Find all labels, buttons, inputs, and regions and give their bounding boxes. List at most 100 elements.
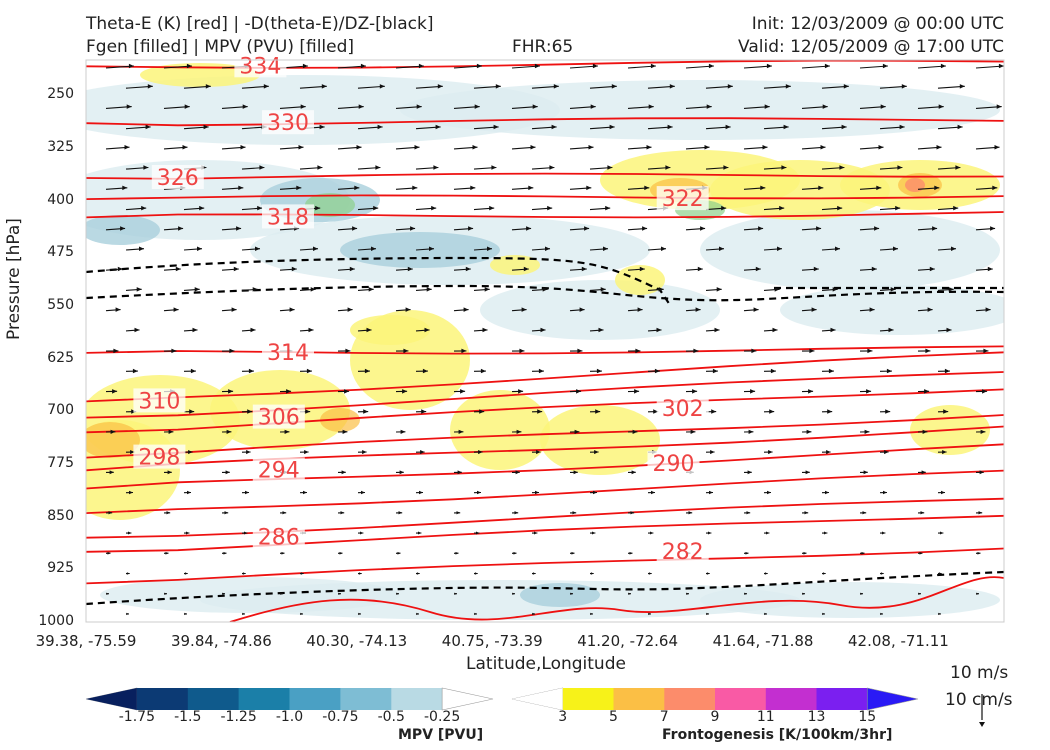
wind-vector-head: [536, 450, 541, 455]
theta-e-label: 282: [662, 540, 704, 565]
wind-vector-head: [228, 389, 234, 394]
wind-vector-head: [171, 348, 177, 354]
wind-vector-head: [455, 551, 459, 555]
wind-vector-head: [132, 368, 138, 374]
wind-vector-head: [992, 185, 998, 191]
wind-vector-head: [106, 592, 109, 595]
wind-vector-head: [899, 124, 905, 130]
theta-e-label: 318: [267, 205, 309, 230]
wind-vector-head: [804, 511, 809, 515]
wind-vector-head: [476, 63, 482, 69]
wind-vector-head: [860, 592, 863, 595]
wind-vector-head: [588, 145, 594, 150]
wind-vector-head: [477, 490, 481, 495]
wind-vector-head: [824, 63, 830, 69]
wind-vector-head: [882, 63, 888, 69]
wind-vector-head: [535, 490, 539, 495]
valid-time: Valid: 12/05/2009 @ 17:00 UTC: [738, 37, 1004, 57]
wind-vector-head: [281, 551, 285, 555]
wind-vector-head: [236, 226, 242, 231]
wind-vector-head: [203, 124, 209, 130]
wind-vector-head: [184, 104, 190, 109]
wind-vector-head: [487, 246, 492, 251]
wind-vector-head: [805, 470, 810, 475]
wind-vector-head: [808, 389, 814, 394]
wind-vector-head: [878, 145, 884, 150]
theta-e-contour: [86, 371, 1004, 419]
wind-vector-head: [629, 551, 633, 555]
wind-vector-head: [725, 124, 731, 130]
wind-vector-head: [932, 226, 938, 231]
quiver-key-horizontal: 10 m/s: [950, 663, 1009, 683]
wind-vector-head: [809, 348, 815, 354]
wind-vector-head: [611, 84, 617, 89]
wind-vector-head: [880, 104, 886, 109]
wind-vector-head: [818, 185, 824, 191]
wind-vector-head: [596, 368, 602, 374]
theta-e-label: 314: [267, 341, 309, 366]
theta-e-contour: [86, 345, 1004, 355]
wind-vector-head: [431, 205, 437, 211]
theta-e-contour: [86, 425, 1004, 472]
theta-e-contour: [86, 388, 1004, 434]
wind-vector-head: [310, 287, 316, 292]
wind-vector-head: [257, 205, 263, 211]
wind-vector-head: [366, 327, 372, 333]
wind-vector-head: [764, 572, 768, 575]
fgen-shade: [305, 193, 355, 217]
wind-vector-head: [895, 205, 901, 211]
wind-vector-head: [772, 327, 778, 333]
wind-vector-head: [762, 145, 768, 150]
wind-vector-head: [361, 490, 365, 495]
fgen-shade: [350, 315, 430, 345]
wind-vector-head: [710, 450, 715, 455]
wind-vector-head: [882, 531, 886, 535]
wind-vector-head: [594, 450, 599, 455]
theta-e-label-bg: [252, 404, 305, 429]
wind-vector-head: [530, 145, 536, 150]
wind-vector-head: [690, 429, 696, 434]
wind-vector-head: [371, 246, 376, 251]
quiver-key-arrow: [979, 694, 985, 727]
wind-vector-head: [648, 612, 651, 616]
wind-vector-head: [770, 368, 776, 374]
wind-vector-head: [368, 287, 374, 292]
wind-vector-head: [226, 429, 232, 434]
wind-vector-head: [454, 592, 457, 595]
wind-vector-head: [344, 389, 350, 394]
wind-vector-head: [901, 84, 907, 89]
wind-vector-head: [940, 63, 946, 69]
wind-vector-head: [927, 307, 933, 312]
wind-vector-head: [349, 266, 355, 272]
wind-vector-head: [884, 450, 889, 455]
wind-vector-head: [941, 490, 945, 495]
wind-vector-head: [929, 266, 935, 272]
wind-vector-head: [706, 612, 709, 616]
wind-vector-head: [358, 612, 361, 616]
wind-vector-head: [648, 104, 654, 109]
wind-vector-head: [286, 389, 292, 394]
wind-vector-head: [802, 592, 805, 595]
wind-vector-head: [547, 205, 553, 211]
wind-vector-head: [880, 612, 883, 616]
quiver-key-vertical: 10 cm/s: [945, 690, 1013, 710]
wind-vector-head: [574, 429, 580, 434]
wind-vector-head: [953, 205, 959, 211]
wind-vector-head: [708, 63, 714, 69]
wind-vector-head: [553, 84, 559, 89]
wind-vector-head: [526, 226, 532, 231]
wind-vector-head: [549, 165, 555, 170]
wind-vector-head: [356, 145, 362, 150]
wind-vector-head: [134, 327, 140, 333]
mpv-colorbar-cell: [340, 688, 392, 710]
wind-vector-head: [982, 389, 988, 394]
wind-vector-head: [199, 205, 205, 211]
wind-vector-head: [719, 246, 724, 251]
fgen-colorbar-label: Frontogenesis [K/100km/3hr]: [662, 727, 893, 743]
wind-vector-head: [938, 612, 941, 616]
wind-vector-head: [225, 470, 230, 475]
wind-vector-head: [465, 266, 471, 272]
wind-vector-head: [117, 266, 123, 272]
wind-vector-head: [124, 145, 130, 150]
wind-vector-head: [648, 572, 652, 575]
